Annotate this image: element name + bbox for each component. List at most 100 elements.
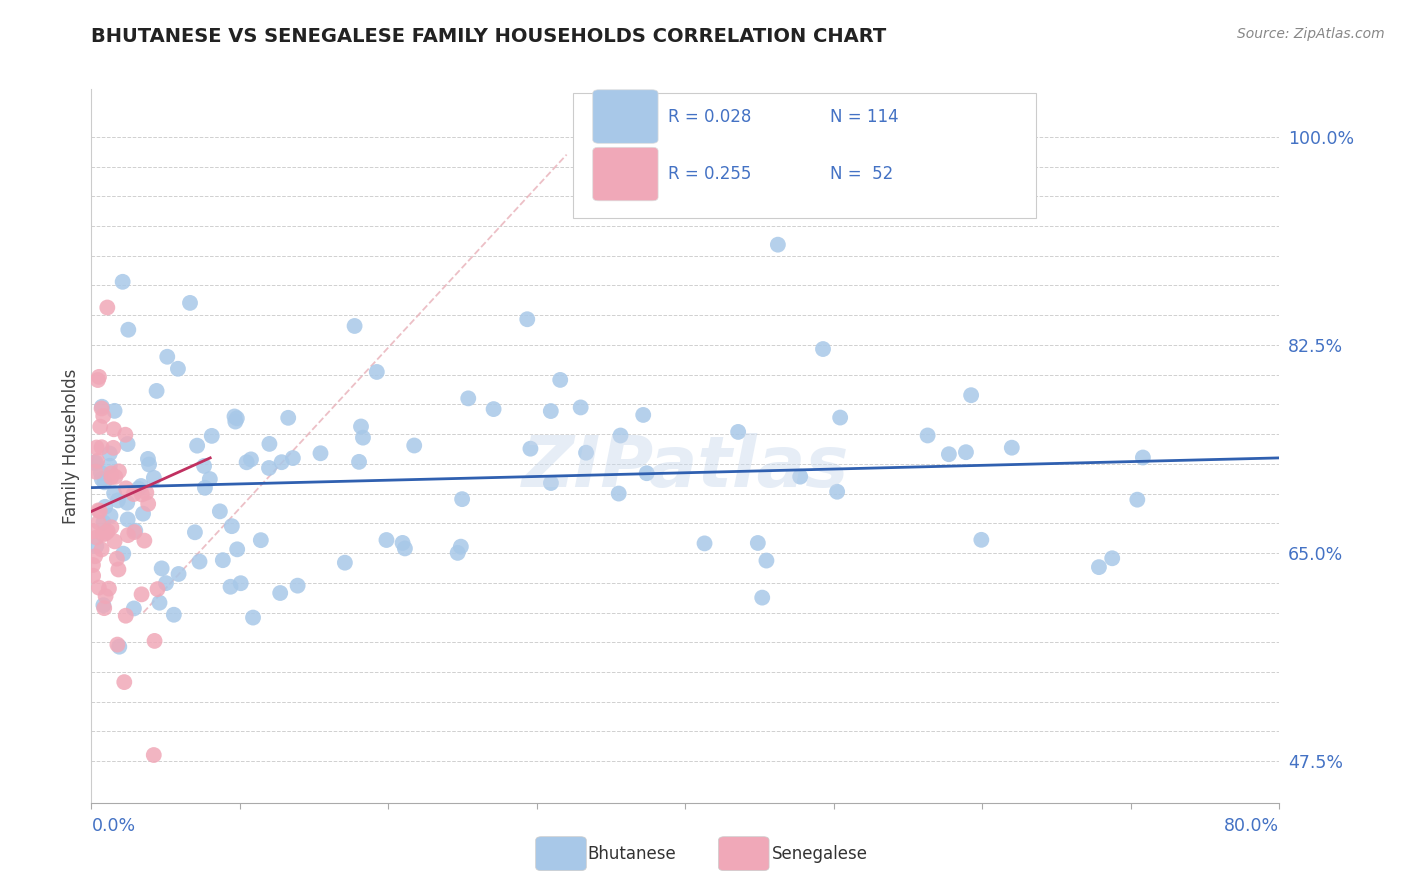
- Point: [97, 582, 120, 596]
- Text: 80.0%: 80.0%: [1225, 817, 1279, 835]
- Point: [250, 533, 273, 548]
- Point: [87, 373, 110, 387]
- Point: [457, 392, 479, 406]
- Point: [122, 601, 145, 615]
- Point: [90, 401, 112, 416]
- Point: [447, 546, 470, 560]
- Point: [91, 527, 114, 541]
- Point: [186, 439, 208, 453]
- Point: [179, 296, 201, 310]
- Text: R = 0.028: R = 0.028: [668, 108, 751, 126]
- Point: [155, 576, 177, 591]
- Point: [98, 458, 121, 473]
- Point: [394, 541, 416, 556]
- Point: [93, 516, 115, 530]
- Point: [221, 519, 243, 533]
- Point: [519, 442, 541, 456]
- Point: [163, 607, 186, 622]
- Point: [450, 540, 472, 554]
- Point: [270, 455, 292, 469]
- Point: [89, 504, 111, 518]
- Point: [352, 431, 374, 445]
- Point: [211, 553, 233, 567]
- Point: [516, 312, 538, 326]
- Point: [156, 350, 179, 364]
- Point: [132, 507, 155, 521]
- Point: [569, 401, 592, 415]
- Point: [84, 549, 107, 564]
- Point: [224, 409, 246, 424]
- Point: [94, 526, 117, 541]
- Point: [93, 598, 115, 612]
- Point: [114, 608, 136, 623]
- Point: [87, 581, 110, 595]
- Point: [98, 446, 121, 460]
- Point: [287, 579, 309, 593]
- Point: [131, 487, 153, 501]
- Point: [970, 533, 993, 547]
- Point: [115, 481, 138, 495]
- Point: [117, 528, 139, 542]
- Point: [235, 455, 257, 469]
- Point: [631, 408, 654, 422]
- Point: [194, 481, 217, 495]
- Point: [134, 533, 156, 548]
- Text: Source: ZipAtlas.com: Source: ZipAtlas.com: [1237, 27, 1385, 41]
- Point: [83, 456, 105, 470]
- Point: [86, 454, 108, 468]
- Point: [727, 425, 749, 439]
- Point: [114, 427, 136, 442]
- Point: [281, 451, 304, 466]
- Point: [482, 402, 505, 417]
- Point: [136, 451, 159, 466]
- Point: [747, 536, 769, 550]
- Text: N =  52: N = 52: [831, 165, 894, 184]
- Point: [100, 467, 122, 481]
- Point: [131, 587, 153, 601]
- Point: [94, 589, 117, 603]
- Point: [766, 237, 789, 252]
- FancyBboxPatch shape: [572, 93, 1036, 218]
- Point: [86, 441, 108, 455]
- Point: [97, 524, 120, 538]
- Point: [167, 566, 190, 581]
- Point: [112, 675, 135, 690]
- Text: ZIPatlas: ZIPatlas: [522, 433, 849, 502]
- Point: [955, 445, 977, 459]
- Point: [193, 458, 215, 473]
- Point: [90, 542, 112, 557]
- Point: [124, 524, 146, 538]
- Point: [105, 551, 128, 566]
- Text: BHUTANESE VS SENEGALESE FAMILY HOUSEHOLDS CORRELATION CHART: BHUTANESE VS SENEGALESE FAMILY HOUSEHOLD…: [91, 27, 887, 45]
- Point: [198, 472, 221, 486]
- Point: [112, 547, 135, 561]
- Point: [755, 553, 778, 567]
- Point: [90, 440, 112, 454]
- Point: [201, 429, 224, 443]
- Point: [142, 747, 165, 762]
- Point: [93, 601, 115, 615]
- Point: [107, 562, 129, 576]
- Point: [751, 591, 773, 605]
- Point: [375, 533, 398, 547]
- Point: [91, 409, 114, 423]
- Point: [917, 428, 939, 442]
- Point: [636, 466, 658, 480]
- Point: [1088, 560, 1111, 574]
- Point: [548, 373, 571, 387]
- Point: [789, 469, 811, 483]
- Text: Senegalese: Senegalese: [772, 845, 868, 863]
- Point: [136, 497, 159, 511]
- Point: [100, 520, 122, 534]
- FancyBboxPatch shape: [593, 90, 658, 144]
- Point: [239, 452, 262, 467]
- Point: [188, 555, 211, 569]
- Point: [693, 536, 716, 550]
- Point: [115, 496, 138, 510]
- Point: [117, 437, 139, 451]
- Point: [82, 568, 104, 582]
- Point: [825, 484, 848, 499]
- Point: [104, 470, 127, 484]
- Point: [96, 301, 118, 315]
- Point: [103, 422, 125, 436]
